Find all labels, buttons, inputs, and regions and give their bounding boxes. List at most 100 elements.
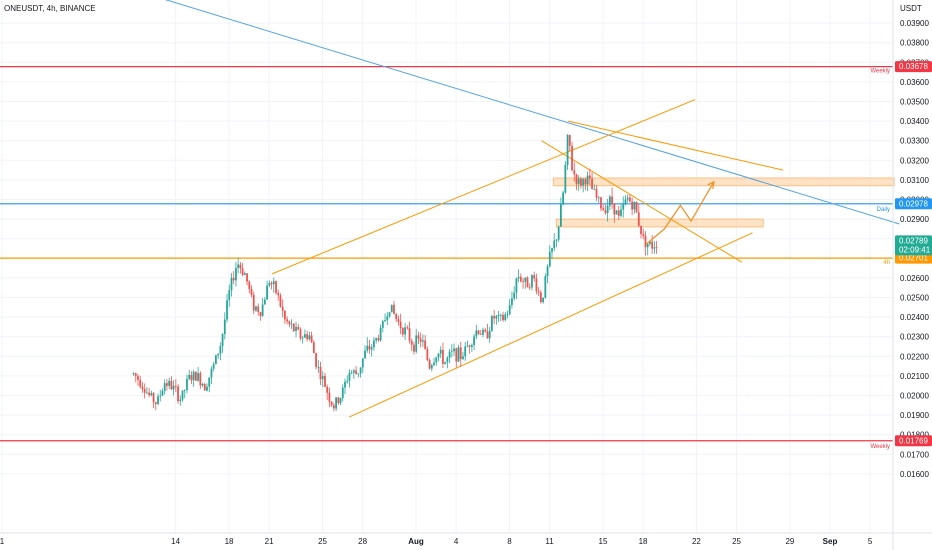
candle-body <box>446 357 449 363</box>
price-tick-label: 0.03200 <box>900 156 929 165</box>
candle-body <box>488 330 491 339</box>
price-tick-label: 0.03300 <box>900 137 929 146</box>
level-label: Daily <box>877 207 890 213</box>
candle-body <box>381 321 384 328</box>
candle-body <box>139 379 142 387</box>
candle-body <box>504 314 507 321</box>
last-price-tag: 0.02789 <box>899 236 928 245</box>
candle-body <box>415 335 418 352</box>
candle-body <box>615 210 618 215</box>
price-tick-label: 0.02000 <box>900 392 929 401</box>
candle-body <box>410 340 413 345</box>
candle-body <box>259 312 262 316</box>
candle-body <box>464 346 467 357</box>
candle-body <box>655 247 658 249</box>
candle-body <box>159 395 162 397</box>
candle-body <box>163 383 166 392</box>
candle-body <box>602 208 605 211</box>
candle-body <box>174 385 177 387</box>
candle-body <box>511 298 513 305</box>
candle-body <box>270 282 273 285</box>
candle-body <box>600 197 602 209</box>
candle-body <box>506 314 509 315</box>
level-label: 4h <box>883 260 890 266</box>
candle-body <box>290 323 293 325</box>
candle-body <box>326 386 329 393</box>
candle-body <box>555 239 558 241</box>
projection-path <box>645 181 715 246</box>
candle-body <box>560 204 562 227</box>
candle-body <box>364 350 366 359</box>
candle-body <box>321 376 324 380</box>
candle-body <box>339 398 342 404</box>
candle-body <box>344 381 346 388</box>
price-tick-label: 0.01600 <box>900 470 929 479</box>
candle-body <box>493 316 496 319</box>
candle-body <box>629 197 631 202</box>
candle-body <box>292 323 295 332</box>
candle-body <box>444 362 447 364</box>
candle-body <box>137 376 139 380</box>
time-axis[interactable]: 1 14 18 21 25 28 Aug 4 8 11 15 18 22 25 29 Sep 5 <box>0 537 873 546</box>
time-tick-label: 15 <box>599 537 608 546</box>
candle-body <box>355 370 358 375</box>
candle-body <box>237 264 240 269</box>
candle-body <box>284 310 286 320</box>
candle-body <box>531 275 533 288</box>
candle-body <box>203 384 206 391</box>
candle-body <box>428 359 431 369</box>
candle-body <box>161 391 164 396</box>
candle-body <box>366 345 369 351</box>
candle-body <box>208 377 211 387</box>
candle-body <box>210 368 213 378</box>
candle-body <box>272 281 275 285</box>
candle-body <box>533 275 536 279</box>
candle-body <box>620 209 622 216</box>
level-price-tag: 0.01769 <box>899 436 928 445</box>
candle-body <box>448 351 451 358</box>
candle-body <box>295 326 297 332</box>
candle-body <box>571 145 573 171</box>
candle-body <box>368 345 371 350</box>
candle-body <box>497 315 500 316</box>
price-tick-label: 0.02200 <box>900 352 929 361</box>
horizontal-levels: Weekly Daily 4h Weekly <box>0 66 893 450</box>
candle-body <box>304 334 306 338</box>
candle-body <box>515 278 518 293</box>
candle-body <box>281 306 284 311</box>
candle-body <box>459 347 462 360</box>
candle-body <box>212 364 215 369</box>
candle-body <box>279 295 282 307</box>
candle-body <box>348 372 351 381</box>
candle-body <box>624 199 627 205</box>
candle-body <box>486 331 489 339</box>
last-price-tag-countdown: 02:09:41 <box>899 245 931 254</box>
candle-body <box>537 291 540 293</box>
price-tick-label: 0.02600 <box>900 274 929 283</box>
candle-body <box>491 316 493 331</box>
sr-zone <box>555 218 764 228</box>
candle-body <box>332 405 335 409</box>
candle-body <box>379 327 382 341</box>
time-tick-label: 5 <box>868 537 873 546</box>
candle-body <box>484 329 487 332</box>
time-tick-label: 1 <box>0 537 5 546</box>
time-tick-label: 25 <box>732 537 741 546</box>
candle-body <box>370 347 373 350</box>
price-tick-label: 0.02100 <box>900 372 929 381</box>
candle-body <box>148 392 151 396</box>
candle-body <box>221 334 224 347</box>
candle-body <box>375 338 378 341</box>
candle-body <box>426 349 429 360</box>
candle-body <box>275 281 277 293</box>
candle-body <box>257 306 260 313</box>
candle-body <box>611 196 613 204</box>
price-tick-label: 0.03400 <box>900 117 929 126</box>
candle-body <box>397 319 400 322</box>
candle-body <box>181 390 184 400</box>
candle-body <box>577 178 580 184</box>
candle-body <box>637 212 640 226</box>
candle-body <box>346 380 349 382</box>
candle-body <box>170 380 173 390</box>
